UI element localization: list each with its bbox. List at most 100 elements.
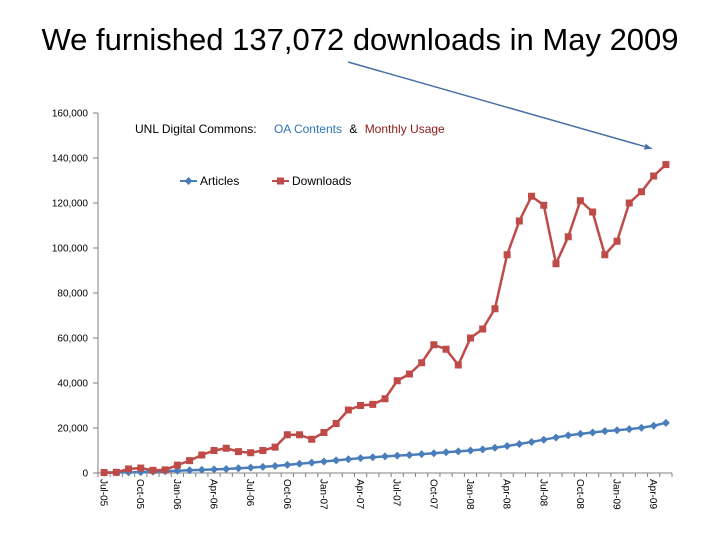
data-point-downloads (466, 334, 474, 342)
data-point-downloads (234, 448, 242, 456)
data-point-articles (283, 460, 292, 469)
data-point-articles (442, 448, 451, 457)
y-tick-label: 20,000 (57, 424, 88, 435)
data-point-downloads (332, 420, 340, 427)
data-point-articles (381, 452, 389, 461)
data-point-articles (490, 443, 499, 452)
series-line-articles (104, 421, 667, 475)
series-line-downloads (104, 163, 667, 474)
data-point-articles (210, 465, 219, 474)
data-point-downloads (100, 469, 108, 477)
data-point-articles (588, 428, 597, 437)
data-point-articles (503, 442, 512, 450)
data-point-articles (197, 465, 206, 474)
data-point-downloads (381, 395, 389, 403)
legend-marker (277, 177, 284, 185)
data-point-downloads (503, 251, 511, 259)
data-point-downloads (442, 345, 450, 353)
data-point-articles (515, 439, 524, 448)
legend-item-articles: Articles (180, 174, 239, 188)
data-point-downloads (564, 233, 572, 241)
data-point-articles (625, 425, 634, 434)
data-point-articles (258, 462, 267, 471)
data-point-downloads (589, 208, 597, 216)
legend-item-downloads: Downloads (272, 174, 351, 188)
x-tick-label: Oct-08 (574, 479, 585, 509)
x-tick-label: Jan-08 (464, 479, 475, 510)
series-articles (100, 418, 670, 477)
y-tick-label: 40,000 (57, 379, 88, 390)
subtitle-amp: & (349, 122, 357, 136)
data-point-downloads (418, 359, 426, 367)
data-point-downloads (576, 197, 584, 205)
data-point-downloads (430, 341, 438, 349)
data-point-articles (637, 423, 646, 432)
data-point-downloads (149, 466, 157, 474)
legend-marker (184, 177, 193, 185)
data-point-downloads (161, 466, 169, 474)
data-point-downloads (613, 237, 621, 245)
data-point-articles (185, 466, 194, 475)
data-point-downloads (259, 447, 267, 454)
data-point-downloads (601, 251, 609, 259)
x-tick-label: Oct-05 (134, 479, 145, 509)
data-point-downloads (271, 443, 279, 451)
x-tick-label: Jul-05 (98, 479, 109, 507)
data-point-downloads (479, 325, 487, 333)
series-downloads (100, 161, 670, 477)
data-point-articles (295, 459, 304, 468)
data-point-articles (271, 462, 280, 471)
data-point-articles (368, 453, 377, 462)
data-point-articles (344, 455, 353, 464)
x-tick-label: Jan-07 (317, 479, 328, 510)
data-point-downloads (662, 161, 670, 169)
subtitle-oa-contents: OA Contents (274, 122, 342, 136)
data-point-downloads (454, 361, 462, 369)
x-tick-label: Oct-07 (427, 479, 438, 509)
data-point-downloads (296, 431, 304, 439)
y-tick-label: 120,000 (52, 199, 89, 210)
data-point-articles (234, 464, 243, 473)
subtitle-monthly-usage: Monthly Usage (365, 122, 445, 136)
data-point-downloads (186, 457, 194, 465)
slide-title: We furnished 137,072 downloads in May 20… (41, 22, 679, 57)
chart-axes: 0 20,000 40,000 60,000 80,000 100,000 120,000 1… (52, 109, 673, 510)
data-point-articles (600, 427, 609, 436)
data-point-downloads (650, 172, 658, 180)
data-point-articles (307, 458, 316, 467)
data-point-downloads (344, 406, 352, 414)
data-point-downloads (210, 447, 218, 454)
data-point-downloads (247, 449, 255, 457)
data-point-downloads (198, 451, 206, 459)
y-tick-label: 0 (82, 469, 88, 480)
data-point-downloads (491, 305, 499, 313)
data-point-downloads (357, 402, 365, 409)
x-tick-label: Jul-06 (244, 479, 255, 507)
data-point-downloads (637, 188, 645, 196)
y-tick-label: 80,000 (57, 289, 88, 300)
data-point-downloads (552, 260, 560, 268)
data-point-articles (222, 464, 231, 473)
x-tick-label: Jul-08 (537, 479, 548, 507)
x-tick-label: Oct-06 (281, 479, 292, 509)
annotation-line (347, 61, 653, 150)
annotation-arrow (347, 61, 653, 150)
data-point-downloads (283, 431, 291, 439)
data-point-articles (356, 454, 365, 463)
data-point-articles (429, 449, 438, 458)
data-point-downloads (625, 199, 633, 207)
data-point-articles (332, 456, 341, 465)
data-point-downloads (112, 468, 120, 476)
data-point-downloads (320, 429, 328, 436)
data-point-downloads (222, 444, 230, 452)
data-point-articles (478, 445, 487, 454)
data-point-articles (319, 457, 328, 466)
data-point-downloads (137, 464, 145, 472)
legend-label: Articles (200, 174, 239, 188)
data-point-articles (466, 446, 475, 455)
data-point-downloads (125, 465, 133, 473)
data-point-articles (173, 466, 182, 475)
data-point-articles (649, 421, 658, 430)
x-tick-label: Apr-06 (208, 479, 219, 509)
